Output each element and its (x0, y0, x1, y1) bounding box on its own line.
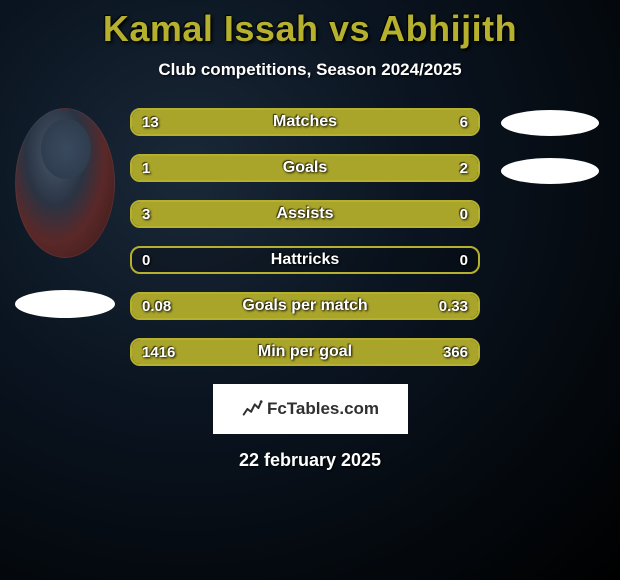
brand-box: FcTables.com (213, 384, 408, 434)
stat-row: 3 Assists 0 (130, 200, 480, 228)
stat-value-right: 0 (460, 206, 468, 223)
team-logo-left (15, 290, 115, 318)
player-left-column (0, 108, 130, 318)
stat-value-right: 2 (460, 160, 468, 177)
page-subtitle: Club competitions, Season 2024/2025 (0, 60, 620, 80)
stat-row: 0 Hattricks 0 (130, 246, 480, 274)
stat-label: Matches (273, 113, 337, 131)
brand-text: FcTables.com (267, 399, 379, 419)
main-area: 13 Matches 6 1 Goals 2 3 Assists 0 0 Hattricks 0 0.0… (0, 108, 620, 366)
player-photo-left (15, 108, 115, 258)
stats-column: 13 Matches 6 1 Goals 2 3 Assists 0 0 Hattricks 0 0.0… (130, 108, 480, 366)
stat-label: Min per goal (258, 343, 352, 361)
team-logo-right (501, 158, 599, 184)
date-text: 22 february 2025 (0, 450, 620, 471)
stat-value-left: 13 (142, 114, 159, 131)
stat-row: 1 Goals 2 (130, 154, 480, 182)
stat-value-right: 6 (460, 114, 468, 131)
stat-value-left: 1 (142, 160, 150, 177)
stat-value-left: 3 (142, 206, 150, 223)
stat-label: Hattricks (271, 251, 339, 269)
stat-value-left: 1416 (142, 344, 175, 361)
stat-value-left: 0 (142, 252, 150, 269)
stat-value-right: 366 (443, 344, 468, 361)
stat-value-right: 0.33 (439, 298, 468, 315)
stat-value-right: 0 (460, 252, 468, 269)
stat-row: 0.08 Goals per match 0.33 (130, 292, 480, 320)
stat-label: Goals per match (242, 297, 367, 315)
stat-row: 1416 Min per goal 366 (130, 338, 480, 366)
player-right-column (480, 108, 620, 184)
brand-icon (241, 398, 263, 420)
stat-value-left: 0.08 (142, 298, 171, 315)
content-wrapper: Kamal Issah vs Abhijith Club competition… (0, 0, 620, 471)
player-photo-right (501, 110, 599, 136)
stat-label: Goals (283, 159, 327, 177)
stat-row: 13 Matches 6 (130, 108, 480, 136)
stat-label: Assists (277, 205, 334, 223)
page-title: Kamal Issah vs Abhijith (0, 8, 620, 50)
